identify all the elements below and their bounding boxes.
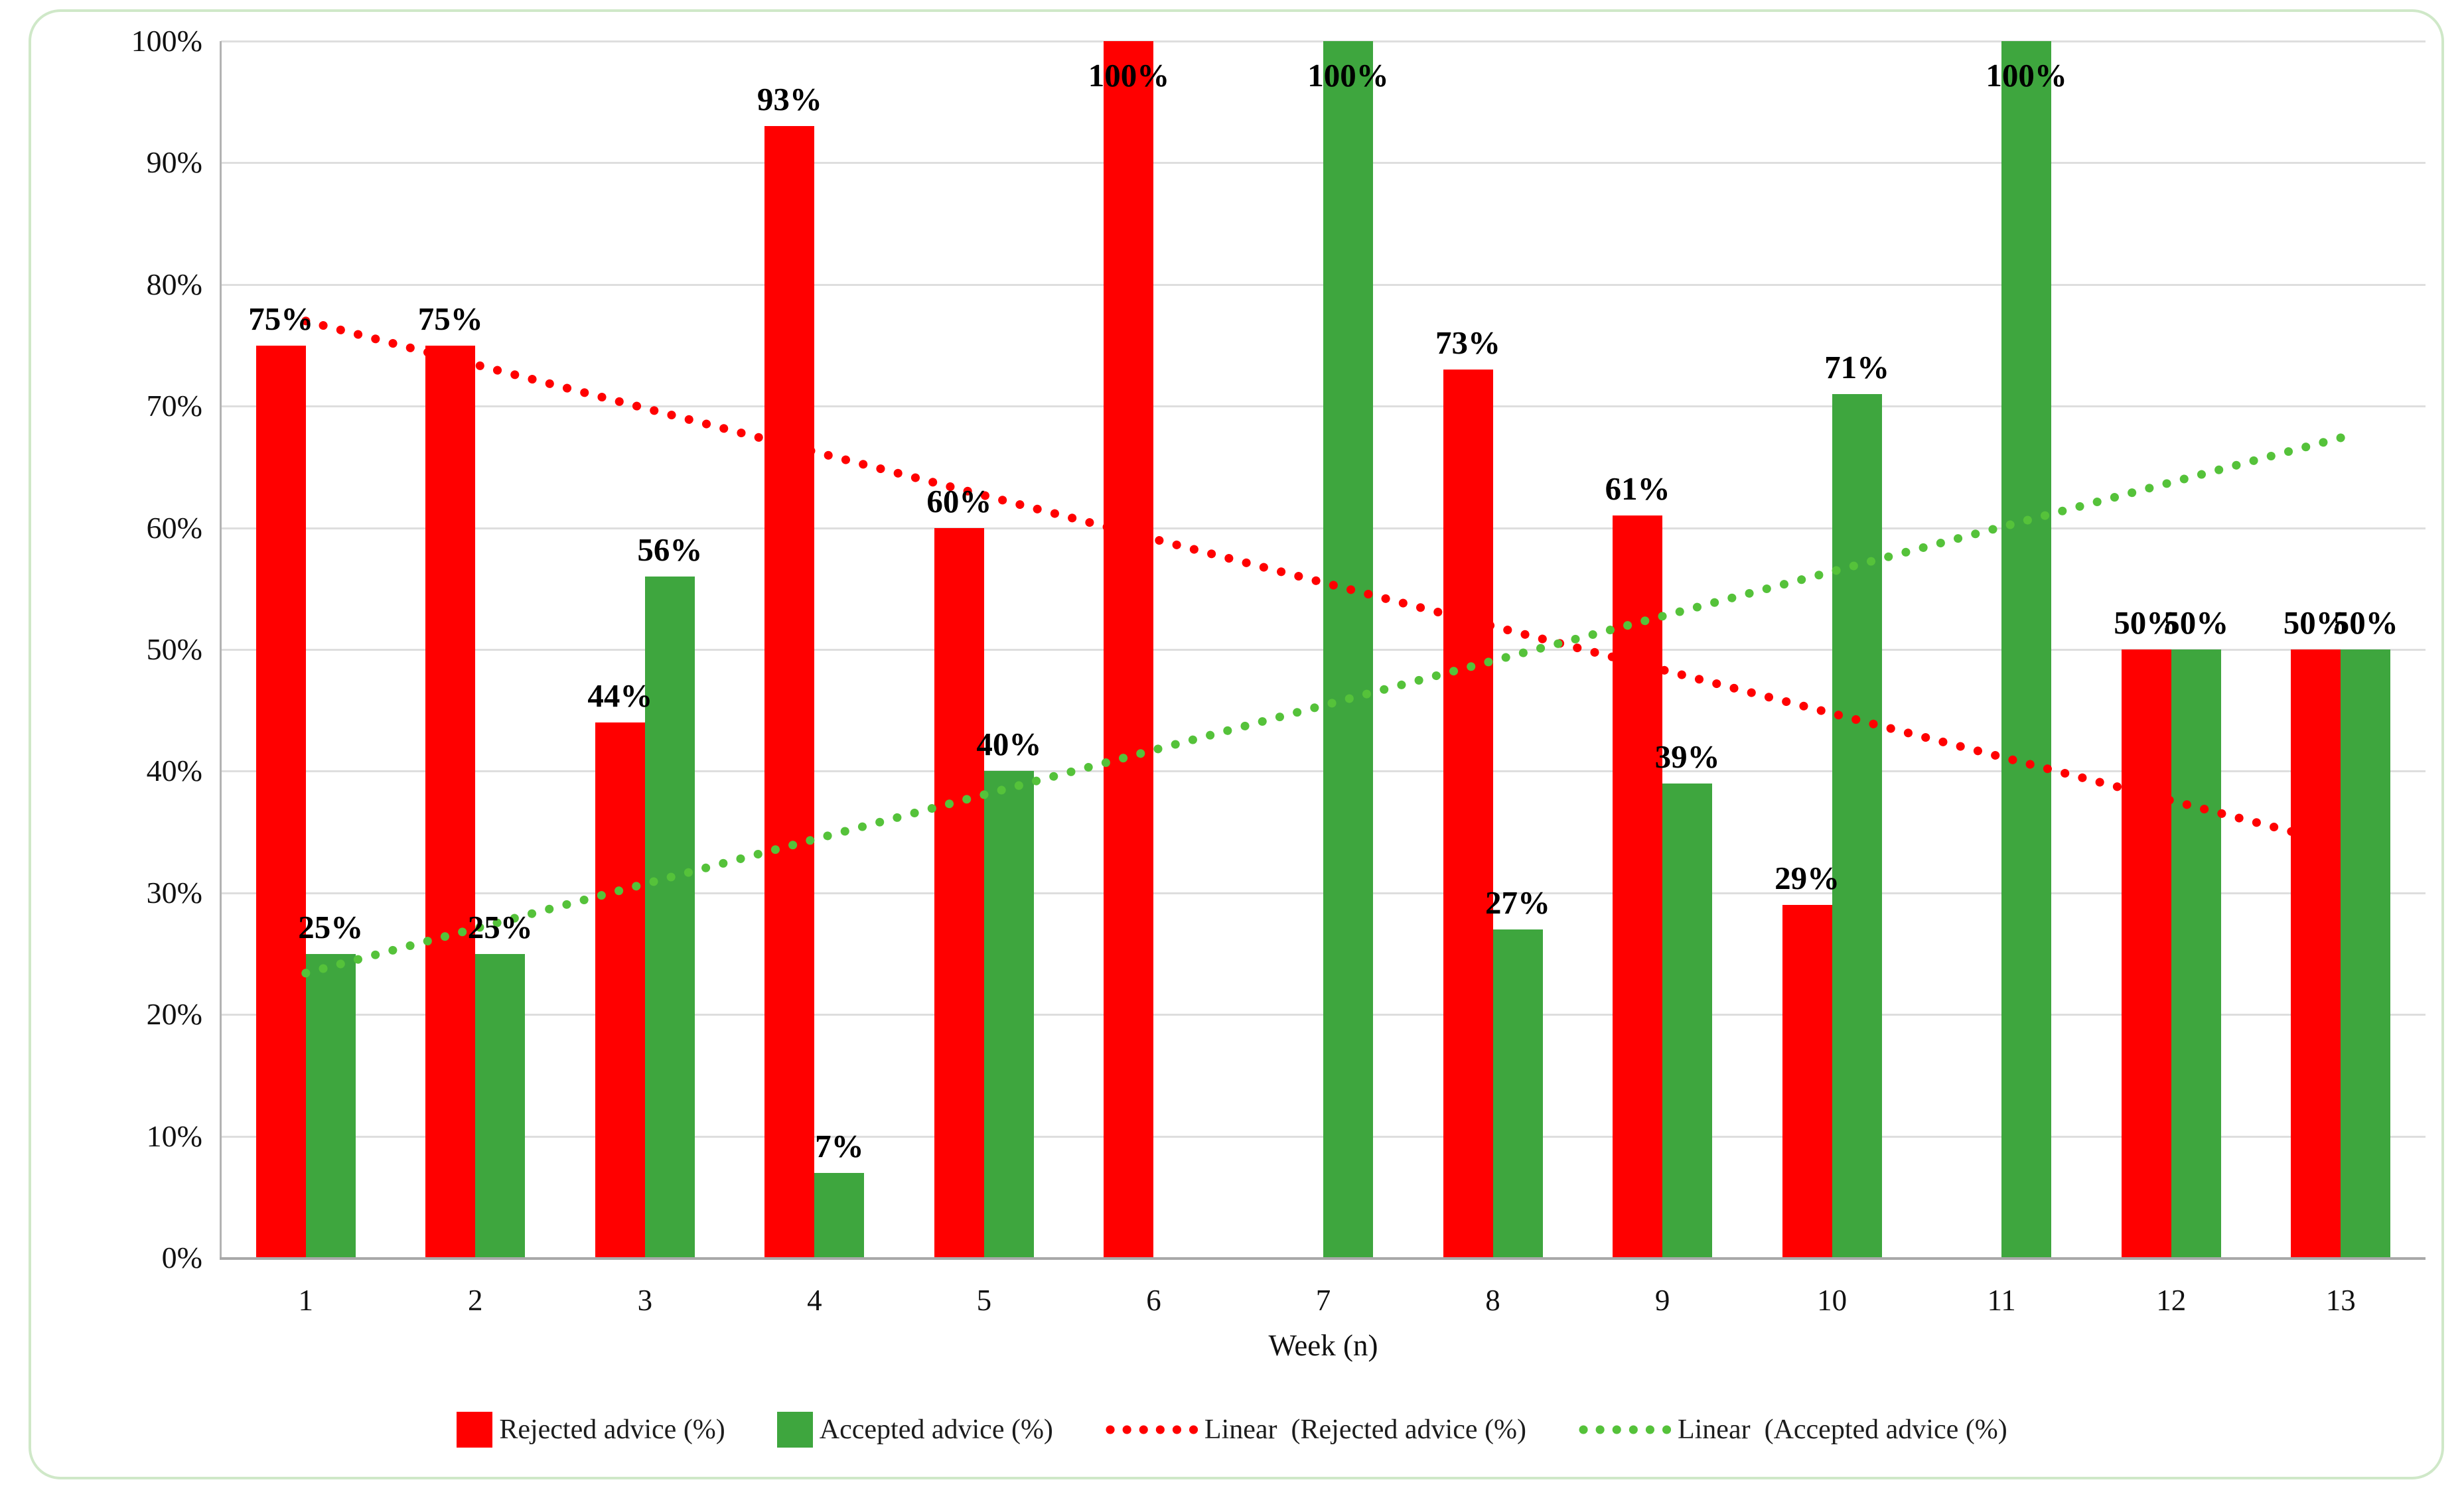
bar-accepted-week-10 xyxy=(1832,393,1882,1258)
bar-rejected-week-10 xyxy=(1782,905,1832,1258)
x-tick-label-week-3: 3 xyxy=(637,1284,653,1317)
data-label-rejected-week-6: 100% xyxy=(1088,57,1170,94)
bar-rejected-week-5 xyxy=(934,527,984,1258)
data-label-accepted-week-8: 27% xyxy=(1485,884,1551,921)
legend-item-2: Linear (Rejected advice (%) xyxy=(1105,1412,1526,1448)
x-axis-title: Week (n) xyxy=(1268,1329,1378,1362)
bar-accepted-week-5 xyxy=(983,771,1034,1258)
bar-accepted-week-8 xyxy=(1492,929,1543,1258)
legend-label-0: Rejected advice (%) xyxy=(499,1414,725,1445)
data-label-rejected-week-3: 44% xyxy=(587,677,653,715)
x-tick-label-week-4: 4 xyxy=(807,1284,822,1317)
x-tick-label-week-13: 13 xyxy=(2325,1284,2356,1317)
data-label-rejected-week-9: 61% xyxy=(1605,470,1670,508)
x-tick-label-week-7: 7 xyxy=(1315,1284,1331,1317)
data-label-accepted-week-2: 25% xyxy=(467,908,533,945)
y-tick-label: 60% xyxy=(146,510,202,545)
y-tick-label: 90% xyxy=(146,145,202,180)
y-tick-label: 0% xyxy=(161,1241,202,1274)
y-tick-label: 10% xyxy=(146,1119,202,1153)
data-label-accepted-week-11: 100% xyxy=(1986,57,2067,94)
data-label-accepted-week-13: 50% xyxy=(2333,604,2398,641)
legend-dotted-line-icon xyxy=(1106,1425,1198,1434)
y-tick-label: 50% xyxy=(146,632,202,666)
y-tick-label: 100% xyxy=(131,24,202,58)
data-label-rejected-week-12: 50% xyxy=(2114,604,2179,641)
x-tick-label-week-11: 11 xyxy=(1987,1284,2016,1317)
trendline-rejected xyxy=(301,316,2345,849)
data-label-accepted-week-3: 56% xyxy=(637,531,703,568)
data-label-rejected-week-5: 60% xyxy=(926,482,992,519)
x-axis-line xyxy=(220,1257,2426,1260)
legend-square-icon xyxy=(457,1412,493,1448)
bar-rejected-week-9 xyxy=(1613,515,1663,1258)
x-tick-label-week-9: 9 xyxy=(1654,1284,1670,1317)
y-tick-label: 30% xyxy=(146,875,202,910)
data-label-accepted-week-4: 7% xyxy=(815,1127,864,1164)
x-tick-label-week-1: 1 xyxy=(298,1284,314,1317)
data-label-rejected-week-13: 50% xyxy=(2283,604,2349,641)
bar-accepted-week-1 xyxy=(305,953,356,1258)
bar-accepted-week-7 xyxy=(1323,41,1373,1258)
data-label-accepted-week-1: 25% xyxy=(298,908,364,945)
legend-item-0: Rejected advice (%) xyxy=(457,1412,725,1448)
x-tick-label-week-6: 6 xyxy=(1146,1284,1161,1317)
x-tick-label-week-10: 10 xyxy=(1817,1284,1848,1317)
x-tick-label-week-12: 12 xyxy=(2156,1284,2187,1317)
y-tick-label: 70% xyxy=(146,389,202,423)
legend-square-icon xyxy=(776,1412,813,1448)
legend: Rejected advice (%) Accepted advice (%) Li… xyxy=(0,1412,2464,1448)
bar-accepted-week-2 xyxy=(475,953,526,1258)
bar-rejected-week-8 xyxy=(1443,370,1493,1258)
bar-accepted-week-4 xyxy=(814,1172,865,1258)
bar-rejected-week-2 xyxy=(425,345,476,1258)
legend-dotted-line-icon xyxy=(1579,1425,1671,1434)
bar-rejected-week-3 xyxy=(595,722,645,1258)
data-label-accepted-week-7: 100% xyxy=(1307,57,1389,94)
legend-item-3: Linear (Accepted advice (%) xyxy=(1578,1412,2007,1448)
legend-label-1: Accepted advice (%) xyxy=(819,1414,1053,1445)
data-label-accepted-week-10: 71% xyxy=(1824,348,1890,385)
bar-accepted-week-3 xyxy=(644,576,695,1258)
y-axis-line xyxy=(220,41,222,1258)
bar-accepted-week-13 xyxy=(2341,649,2391,1258)
data-label-accepted-week-5: 40% xyxy=(976,726,1042,763)
bar-rejected-week-13 xyxy=(2291,649,2341,1258)
y-tick-label: 80% xyxy=(146,267,202,301)
y-tick-label: 20% xyxy=(146,997,202,1032)
bar-rejected-week-12 xyxy=(2121,649,2171,1258)
legend-item-1: Accepted advice (%) xyxy=(776,1412,1053,1448)
data-label-accepted-week-9: 39% xyxy=(1654,738,1720,775)
y-tick-label: 40% xyxy=(146,754,202,788)
data-label-rejected-week-2: 75% xyxy=(417,300,483,337)
data-label-rejected-week-1: 75% xyxy=(248,300,314,337)
data-label-accepted-week-12: 50% xyxy=(2163,604,2229,641)
legend-label-3: Linear (Accepted advice (%) xyxy=(1677,1414,2007,1445)
x-tick-label-week-5: 5 xyxy=(976,1284,992,1317)
data-label-rejected-week-8: 73% xyxy=(1435,324,1501,362)
data-label-rejected-week-4: 93% xyxy=(757,81,822,118)
data-label-rejected-week-10: 29% xyxy=(1775,860,1840,897)
bar-rejected-week-4 xyxy=(764,126,815,1258)
x-tick-label-week-2: 2 xyxy=(468,1284,483,1317)
legend-label-2: Linear (Rejected advice (%) xyxy=(1204,1414,1526,1445)
bar-rejected-week-6 xyxy=(1104,41,1154,1258)
bar-accepted-week-11 xyxy=(2001,41,2052,1258)
bar-accepted-week-9 xyxy=(1662,783,1713,1258)
x-tick-label-week-8: 8 xyxy=(1485,1284,1500,1317)
bar-rejected-week-1 xyxy=(255,345,306,1258)
bar-accepted-week-12 xyxy=(2171,649,2221,1258)
